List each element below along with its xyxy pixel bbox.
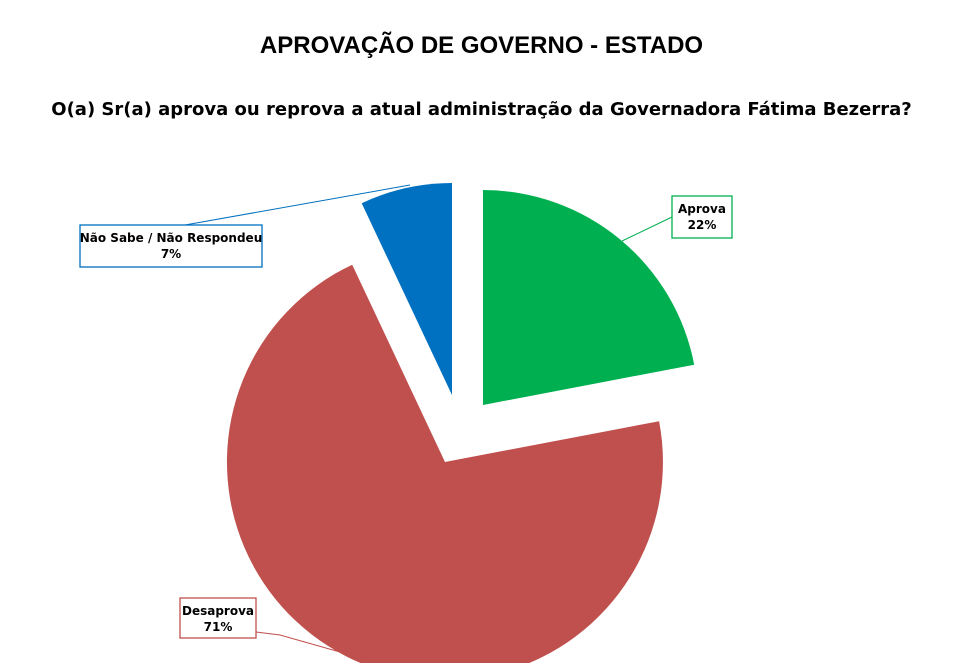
chart-title: APROVAÇÃO DE GOVERNO - ESTADO: [259, 32, 704, 59]
pie-slice-desaprova: [226, 264, 663, 663]
pie-slice-aprova: [483, 190, 695, 405]
slice-value-label: 7%: [161, 247, 181, 261]
slice-label: Não Sabe / Não Respondeu: [80, 231, 263, 245]
slice-value-label: 71%: [204, 620, 233, 634]
slice-value-label: 22%: [688, 218, 717, 232]
callout-leader-line: [184, 184, 411, 226]
callout-box: [179, 597, 257, 639]
callout-box: [79, 224, 263, 268]
callout-box: [671, 195, 733, 239]
callout-leader-line: [621, 216, 673, 242]
pie-slice-n-o-sabe-n-o-respondeu: [361, 183, 452, 395]
slice-label: Desaprova: [182, 604, 254, 618]
pie-slices: [226, 183, 695, 663]
callout-leader-line: [255, 631, 341, 653]
chart-question: O(a) Sr(a) aprova ou reprova a atual adm…: [51, 99, 912, 120]
slice-label: Aprova: [678, 202, 726, 216]
pie-callouts: Aprova 22% Desaprova 71% Não Sabe / Não Resp…: [79, 184, 733, 653]
